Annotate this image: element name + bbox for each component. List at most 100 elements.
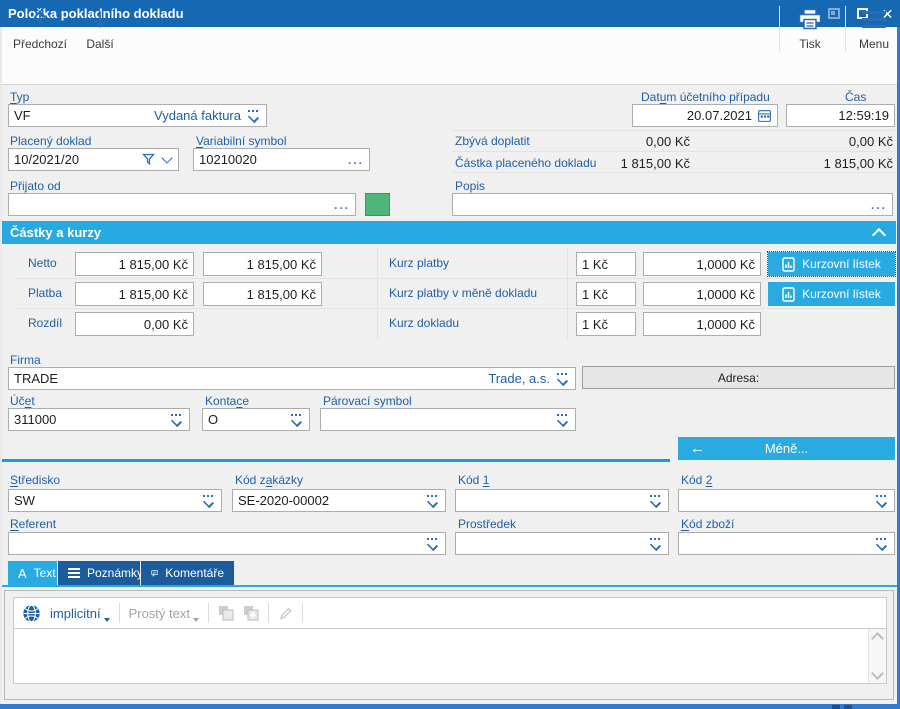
float-window-button[interactable] [826, 7, 842, 20]
netto-payment-field[interactable]: 1 815,00 Kč [203, 252, 322, 276]
dropdown-icon[interactable] [555, 372, 570, 386]
dropdown-icon[interactable] [648, 494, 663, 508]
copy-add-icon[interactable] [243, 605, 259, 621]
referent-field[interactable] [8, 532, 446, 555]
cas-field[interactable]: 12:59:19 [786, 104, 895, 127]
notes-icon [68, 568, 80, 578]
dropdown-icon[interactable] [246, 109, 261, 123]
castka-placeneho-label: Částka placeného dokladu [455, 156, 597, 170]
kurzovni-listek-button-2[interactable]: Kurzovní lístek [768, 282, 895, 306]
dropdown-icon[interactable] [874, 494, 889, 508]
tab-underline [0, 585, 897, 587]
float-window-icon [828, 8, 840, 19]
popis-field[interactable]: ... [452, 193, 893, 216]
stredisko-field[interactable]: SW [8, 489, 222, 512]
placeny-doklad-label: Placený doklad [10, 134, 92, 148]
kod1-field[interactable] [455, 489, 669, 512]
exchange-rate-icon [782, 256, 795, 272]
kurzovni-listek-button-1[interactable]: Kurzovní lístek [767, 251, 896, 277]
platba-payment-field[interactable]: 1 815,00 Kč [203, 282, 322, 306]
partner-status-button[interactable] [365, 193, 390, 216]
next-button[interactable]: Další [76, 4, 124, 54]
collapse-icon[interactable] [871, 227, 887, 243]
variabilni-symbol-label: Variabilní symbol [196, 134, 287, 148]
platba-doc-field[interactable]: 1 815,00 Kč [75, 282, 194, 306]
variabilni-symbol-value: 10210020 [199, 152, 257, 167]
prijato-od-field[interactable]: ... [8, 193, 356, 216]
scroll-down-icon[interactable] [871, 667, 884, 680]
placeny-doklad-value: 10/2021/20 [14, 152, 80, 167]
typ-field[interactable]: VF Vydaná faktura [8, 104, 267, 127]
kurzovni-listek-label: Kurzovní lístek [802, 287, 881, 301]
amounts-section-header[interactable]: Částky a kurzy [2, 221, 896, 244]
text-editor-area[interactable] [13, 628, 887, 684]
kod2-field[interactable] [678, 489, 895, 512]
typ-name: Vydaná faktura [154, 108, 241, 123]
kod-zakazky-field[interactable]: SE-2020-00002 [232, 489, 446, 512]
datum-label: Datum účetního případu [641, 90, 770, 104]
dropdown-icon[interactable] [874, 537, 889, 551]
placeny-doklad-field[interactable]: 10/2021/20 [8, 148, 179, 171]
copy-icon[interactable] [218, 605, 234, 621]
scroll-up-icon[interactable] [871, 632, 884, 645]
menu-icon [862, 11, 886, 28]
parovaci-symbol-field[interactable] [320, 408, 576, 431]
dropdown-icon[interactable] [555, 413, 570, 427]
ellipsis-button[interactable]: ... [333, 197, 350, 212]
rozdil-field[interactable]: 0,00 Kč [75, 312, 194, 336]
netto-doc-field[interactable]: 1 815,00 Kč [75, 252, 194, 276]
comment-icon [151, 569, 159, 577]
tab-komentare[interactable]: Komentáře [141, 561, 234, 585]
dropdown-icon[interactable] [425, 494, 440, 508]
kod-zbozi-field[interactable] [678, 532, 895, 555]
toolbar-separator [268, 603, 269, 623]
print-button[interactable]: Tisk [788, 4, 832, 54]
dropdown-icon[interactable] [289, 413, 304, 427]
menu-label: Menu [858, 37, 890, 51]
datum-field[interactable]: 20.07.2021 [632, 104, 778, 127]
kurz-platby-mena-rate-field[interactable]: 1,0000 Kč [643, 282, 761, 306]
window-border-right[interactable] [897, 27, 900, 709]
filter-icon[interactable] [142, 153, 155, 166]
calendar-icon[interactable] [757, 108, 772, 123]
tab-poznamky[interactable]: Poznámky [58, 561, 143, 585]
prostredek-field[interactable] [455, 532, 669, 555]
resize-grip[interactable] [832, 705, 840, 709]
edit-pencil-icon[interactable] [278, 606, 293, 621]
dropdown-icon[interactable] [425, 537, 440, 551]
kurz-dokladu-unit-field[interactable]: 1 Kč [576, 312, 636, 336]
language-selector[interactable]: implicitní [50, 606, 110, 622]
resize-grip[interactable] [844, 705, 852, 709]
dropdown-icon[interactable] [201, 494, 216, 508]
menu-button[interactable]: Menu [852, 4, 896, 54]
kurz-platby-mena-unit-field[interactable]: 1 Kč [576, 282, 636, 306]
format-selector[interactable]: Prostý text [129, 606, 199, 622]
kurz-platby-mena-rate: 1,0000 Kč [696, 286, 755, 302]
chevron-down-icon[interactable] [161, 152, 173, 164]
toolbar-separator [208, 603, 209, 623]
previous-label: Předchozí [12, 37, 68, 51]
ellipsis-button[interactable]: ... [870, 197, 887, 212]
firma-field[interactable]: TRADE Trade, a.s. [8, 367, 576, 390]
mene-button[interactable]: ← Méně... [678, 437, 895, 460]
adresa-panel[interactable]: Adresa: [582, 366, 895, 389]
scrollbar[interactable] [868, 629, 886, 683]
cas-label: Čas [845, 90, 867, 104]
kurz-platby-rate-field[interactable]: 1,0000 Kč [643, 252, 761, 276]
kurz-platby-unit-field[interactable]: 1 Kč [576, 252, 636, 276]
variabilni-symbol-field[interactable]: 10210020 ... [193, 148, 370, 171]
kurz-dokladu-unit: 1 Kč [582, 316, 609, 332]
tab-text[interactable]: A Text [8, 561, 57, 585]
dropdown-icon[interactable] [169, 413, 184, 427]
kontace-field[interactable]: O [202, 408, 310, 431]
ellipsis-button[interactable]: ... [347, 152, 364, 167]
previous-button[interactable]: Předchozí [8, 4, 72, 54]
castka-placeneho-doc-value: 1 815,00 Kč [620, 156, 690, 171]
kurz-dokladu-label: Kurz dokladu [389, 316, 460, 330]
prostredek-label: Prostředek [458, 517, 517, 531]
dropdown-icon[interactable] [648, 537, 663, 551]
ucet-field[interactable]: 311000 [8, 408, 190, 431]
close-button[interactable]: ✕ [880, 7, 895, 21]
kurz-dokladu-rate-field[interactable]: 1,0000 Kč [643, 312, 761, 336]
window-border-bottom[interactable] [0, 704, 900, 709]
